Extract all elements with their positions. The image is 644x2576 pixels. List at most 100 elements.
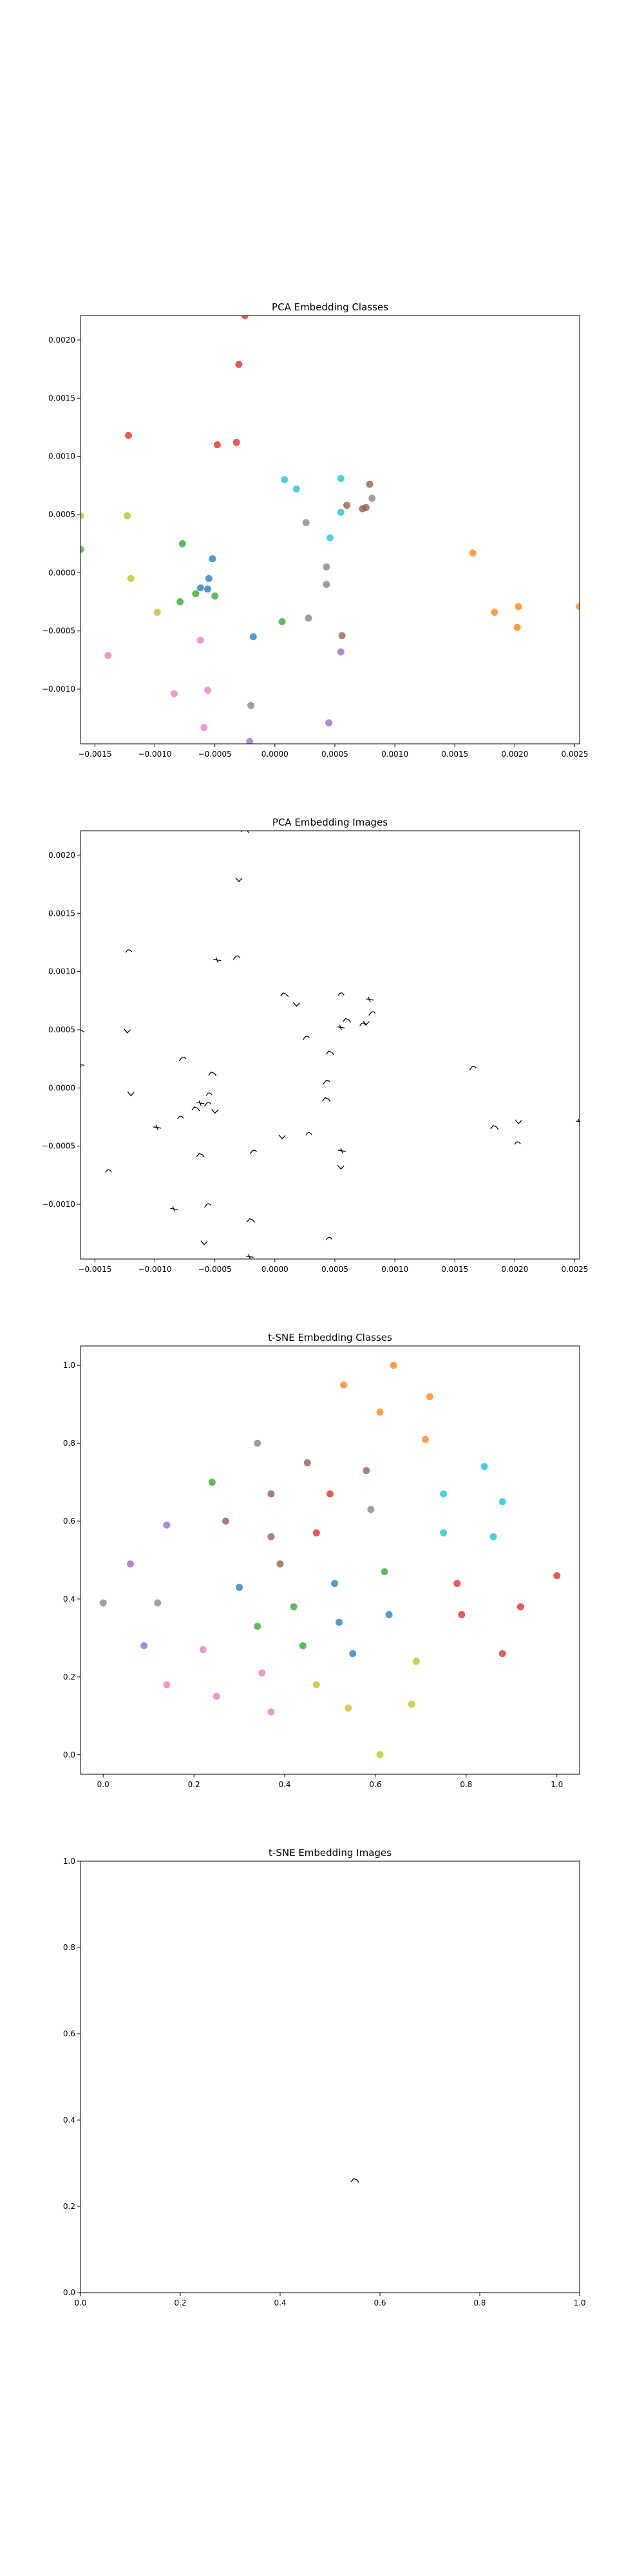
y-tick-label: 0.0010 bbox=[48, 452, 75, 461]
image-marker bbox=[337, 1164, 345, 1170]
data-point bbox=[276, 1560, 284, 1568]
image-marker bbox=[124, 1028, 131, 1034]
data-point bbox=[498, 1498, 506, 1506]
image-marker bbox=[178, 1056, 186, 1061]
image-marker bbox=[204, 1203, 212, 1208]
data-point bbox=[553, 1572, 561, 1580]
image-marker bbox=[338, 1148, 346, 1154]
image-marker bbox=[326, 1236, 333, 1240]
image-marker bbox=[292, 1001, 300, 1007]
x-tick-label: 0.0000 bbox=[261, 750, 289, 759]
data-point bbox=[196, 636, 204, 644]
chart-1: PCA Embedding Classes −0.0015 −0.0010 −0.00… bbox=[42, 301, 589, 759]
data-point bbox=[204, 585, 211, 593]
x-tick-label: 0.0 bbox=[97, 1780, 109, 1789]
y-tick-label: 0.0000 bbox=[48, 568, 75, 577]
data-point bbox=[303, 1459, 311, 1466]
image-marker bbox=[170, 1206, 178, 1212]
data-point bbox=[421, 1435, 429, 1443]
data-point bbox=[258, 1669, 266, 1677]
y-tick-label: 0.0010 bbox=[48, 967, 75, 976]
data-point bbox=[208, 1479, 216, 1486]
data-points bbox=[99, 1361, 561, 1759]
image-marker bbox=[247, 1218, 256, 1223]
x-tick-label: 0.0015 bbox=[441, 1265, 468, 1274]
y-tick-label: 0.0 bbox=[63, 2288, 75, 2297]
data-points bbox=[80, 831, 580, 1259]
data-point bbox=[140, 1642, 148, 1649]
x-tick-label: 0.2 bbox=[174, 2298, 186, 2307]
data-point bbox=[349, 1650, 357, 1658]
data-point bbox=[363, 1466, 370, 1474]
data-point bbox=[196, 584, 204, 592]
image-marker bbox=[105, 1169, 112, 1173]
image-marker bbox=[350, 2178, 359, 2183]
x-tick-label: −0.0015 bbox=[78, 750, 111, 759]
y-tick-label: 0.6 bbox=[63, 1517, 75, 1526]
image-marker bbox=[177, 1115, 184, 1119]
image-marker bbox=[245, 1254, 254, 1259]
x-tick-label: 0.8 bbox=[473, 2298, 486, 2307]
chart-2: PCA Embedding Images −0.0015 −0.0010 −0.000… bbox=[42, 817, 589, 1274]
data-point bbox=[176, 598, 184, 606]
data-point bbox=[246, 737, 254, 744]
y-tick-label: 0.0005 bbox=[48, 1025, 75, 1034]
image-marker bbox=[125, 949, 133, 953]
data-point bbox=[235, 361, 243, 368]
y-tick-label: 0.4 bbox=[63, 2116, 75, 2125]
data-point bbox=[323, 580, 330, 588]
data-point bbox=[127, 574, 135, 582]
data-point bbox=[80, 545, 84, 553]
chart-3: t-SNE Embedding Classes 0.0 0.2 0.4 0.6 0.8 1.… bbox=[63, 1332, 580, 1789]
data-point bbox=[390, 1361, 397, 1369]
image-marker bbox=[208, 1071, 217, 1077]
data-point bbox=[336, 1618, 343, 1626]
image-marker bbox=[490, 1125, 499, 1130]
data-point bbox=[163, 1681, 171, 1689]
data-point bbox=[458, 1611, 466, 1618]
image-marker bbox=[365, 996, 374, 1003]
data-point bbox=[440, 1490, 448, 1498]
axes-frame bbox=[80, 1345, 580, 1775]
data-point bbox=[241, 316, 249, 319]
data-point bbox=[232, 439, 240, 446]
data-point bbox=[247, 701, 255, 709]
data-point bbox=[178, 540, 186, 547]
x-tick-label: 0.0005 bbox=[321, 1265, 348, 1274]
image-marker bbox=[337, 992, 345, 996]
data-point bbox=[376, 1408, 384, 1416]
y-tick-label: 0.0015 bbox=[48, 909, 75, 918]
data-point bbox=[440, 1529, 448, 1537]
x-tick-label: 1.0 bbox=[573, 2298, 585, 2307]
image-marker bbox=[235, 877, 243, 882]
axes-frame bbox=[80, 1861, 580, 2293]
data-point bbox=[480, 1463, 488, 1470]
image-marker bbox=[469, 1066, 477, 1071]
chart-4: t-SNE Embedding Images 0.0 0.2 0.4 0.6 0.8 1.0… bbox=[63, 1847, 586, 2307]
image-marker bbox=[368, 1011, 376, 1016]
data-point bbox=[254, 1439, 261, 1447]
data-point bbox=[290, 1603, 298, 1611]
data-point bbox=[498, 1650, 506, 1658]
y-tick-label: 0.0020 bbox=[48, 851, 75, 860]
data-point bbox=[267, 1533, 275, 1540]
y-tick-label: 1.0 bbox=[63, 1361, 75, 1370]
x-tick-label: 0.0010 bbox=[381, 750, 408, 759]
image-marker bbox=[205, 1092, 213, 1096]
data-point bbox=[125, 431, 133, 439]
x-tick-label: −0.0010 bbox=[138, 1265, 171, 1274]
data-point bbox=[205, 574, 213, 582]
data-point bbox=[312, 1529, 320, 1537]
x-tick-label: −0.0005 bbox=[198, 1265, 232, 1274]
data-point bbox=[192, 590, 200, 598]
data-point bbox=[337, 508, 345, 516]
image-marker bbox=[322, 1097, 331, 1102]
chart-title: t-SNE Embedding Images bbox=[269, 1847, 392, 1859]
image-marker bbox=[325, 1050, 335, 1056]
y-tick-label: 0.6 bbox=[63, 2029, 75, 2038]
x-tick-label: 0.4 bbox=[278, 1780, 290, 1789]
data-point bbox=[292, 485, 300, 493]
x-tick-label: 0.0010 bbox=[381, 1265, 408, 1274]
data-points bbox=[80, 316, 580, 744]
